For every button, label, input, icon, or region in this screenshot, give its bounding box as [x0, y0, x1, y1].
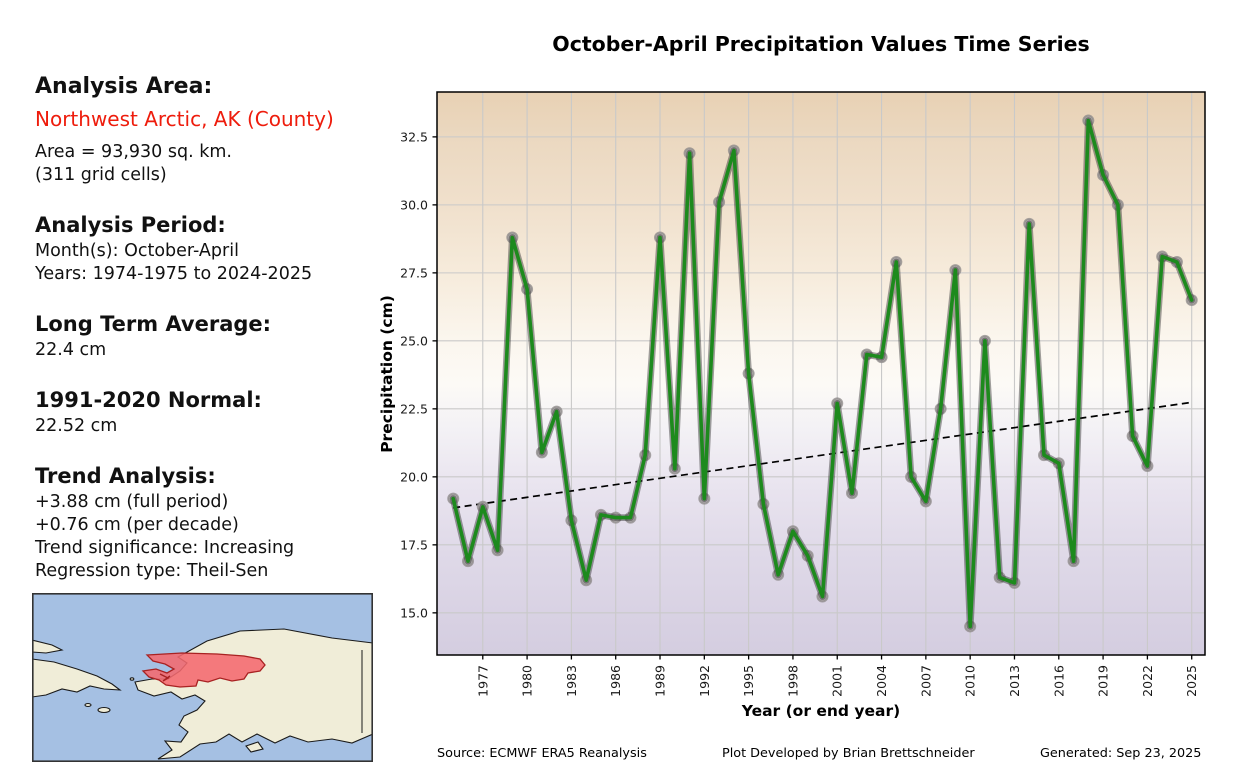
x-tick-label: 1986: [608, 665, 623, 697]
area-size: Area = 93,930 sq. km.: [35, 142, 232, 162]
map-island: [129, 677, 135, 681]
trend-line: [453, 401, 1192, 509]
x-tick-label: 1977: [475, 665, 490, 697]
plot-frame: [436, 91, 1206, 656]
map-russia-north: [32, 639, 64, 654]
data-line: [451, 118, 1194, 629]
long-term-average-value: 22.4 cm: [35, 340, 107, 360]
map-region-detail: [159, 673, 171, 682]
x-axis-label: Year (or end year): [741, 702, 901, 720]
period-years: Years: 1974-1975 to 2024-2025: [35, 264, 313, 284]
long-term-average-label: Long Term Average:: [35, 312, 272, 336]
y-tick-label: 30.0: [400, 197, 428, 212]
x-tick-label: 2019: [1096, 665, 1111, 697]
x-tick-label: 1980: [520, 665, 535, 697]
y-tick-label: 32.5: [400, 129, 428, 144]
x-tick-label: 2016: [1051, 665, 1066, 697]
y-tick-label: 17.5: [400, 537, 428, 552]
x-tick-label: 1983: [564, 665, 579, 697]
map-russia-chukotka: [32, 658, 122, 698]
x-tick-label: 2004: [874, 665, 889, 697]
alaska-map: [32, 593, 373, 762]
x-tick-label: 2010: [963, 665, 978, 697]
x-tick-label: 2013: [1007, 665, 1022, 697]
normal-value: 22.52 cm: [35, 416, 118, 436]
analysis-area-label: Analysis Area:: [35, 74, 213, 99]
generated-date: Generated: Sep 23, 2025: [1040, 746, 1202, 761]
x-tick-label: 1995: [741, 665, 756, 697]
map-region-highlight: [141, 652, 266, 688]
x-tick-label: 2025: [1184, 665, 1199, 697]
analysis-period-label: Analysis Period:: [35, 213, 226, 237]
analysis-area-value: Northwest Arctic, AK (County): [35, 107, 334, 131]
regression-type: Regression type: Theil-Sen: [35, 561, 269, 581]
x-tick-label: 2022: [1140, 665, 1155, 697]
x-tick-label: 1998: [785, 665, 800, 697]
chart-title: October-April Precipitation Values Time …: [552, 32, 1090, 56]
x-tick-label: 1989: [653, 665, 668, 697]
info-panel: Analysis Area: Northwest Arctic, AK (Cou…: [35, 74, 415, 583]
map-frame: [32, 593, 373, 762]
trend-analysis-label: Trend Analysis:: [35, 464, 216, 488]
x-tick-label: 1992: [697, 665, 712, 697]
y-tick-label: 15.0: [400, 605, 428, 620]
grid-cells: (311 grid cells): [35, 165, 167, 185]
source-credit: Source: ECMWF ERA5 Reanalysis: [437, 746, 647, 761]
period-months: Month(s): October-April: [35, 241, 239, 261]
y-tick-label: 22.5: [400, 401, 428, 416]
map-kodiak-island: [245, 741, 264, 753]
y-tick-label: 25.0: [400, 333, 428, 348]
trend-significance: Trend significance: Increasing: [35, 538, 295, 558]
y-tick-label: 27.5: [400, 265, 428, 280]
x-tick-label: 2007: [918, 665, 933, 697]
map-island: [84, 702, 92, 708]
map-island: [97, 706, 111, 714]
y-tick-label: 20.0: [400, 469, 428, 484]
normal-label: 1991-2020 Normal:: [35, 388, 262, 412]
x-tick-label: 2001: [830, 665, 845, 697]
trend-full-period: +3.88 cm (full period): [35, 492, 229, 512]
developer-credit: Plot Developed by Brian Brettschneider: [722, 746, 975, 761]
trend-per-decade: +0.76 cm (per decade): [35, 515, 239, 535]
